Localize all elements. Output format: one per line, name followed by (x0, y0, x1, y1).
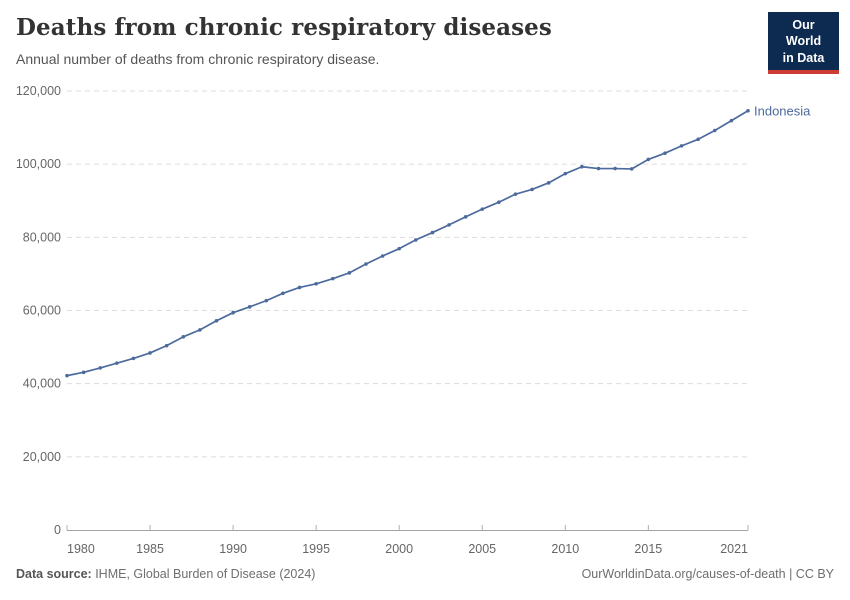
data-point[interactable] (663, 151, 667, 155)
data-point[interactable] (563, 171, 568, 176)
data-point[interactable] (281, 291, 285, 296)
data-point[interactable] (98, 366, 103, 370)
data-point[interactable] (746, 108, 750, 113)
y-tick-label: 100,000 (16, 157, 61, 171)
x-tick-label: 1980 (67, 542, 95, 556)
data-point[interactable] (679, 144, 684, 148)
data-point[interactable] (330, 276, 335, 281)
data-point[interactable] (414, 238, 418, 242)
data-point[interactable] (347, 271, 352, 275)
data-point[interactable] (314, 281, 318, 286)
data-point[interactable] (629, 167, 634, 171)
owid-logo[interactable]: Our World in Data (768, 12, 839, 74)
data-point[interactable] (447, 223, 451, 227)
data-point[interactable] (580, 164, 584, 169)
x-tick-label: 2021 (720, 542, 748, 556)
data-point[interactable] (115, 361, 119, 365)
y-tick-label: 60,000 (23, 304, 61, 318)
data-point[interactable] (380, 254, 385, 258)
x-tick-label: 1990 (219, 542, 247, 556)
series-end-label[interactable]: Indonesia (754, 103, 811, 118)
chart-title: Deaths from chronic respiratory diseases (16, 14, 552, 41)
data-point[interactable] (497, 200, 501, 205)
x-tick-label: 2005 (468, 542, 496, 556)
data-point[interactable] (131, 356, 136, 361)
data-point[interactable] (480, 207, 485, 211)
data-point[interactable] (198, 328, 202, 332)
data-point[interactable] (164, 343, 169, 348)
x-tick-label: 2010 (551, 542, 579, 556)
data-source-label: Data source: (16, 567, 92, 581)
chart-footer: Data source: IHME, Global Burden of Dise… (16, 567, 834, 581)
data-point[interactable] (546, 181, 551, 185)
data-point[interactable] (231, 310, 235, 315)
data-point[interactable] (214, 318, 219, 323)
data-source-note: Data source: IHME, Global Burden of Dise… (16, 567, 315, 581)
data-point[interactable] (596, 166, 601, 171)
data-point[interactable] (513, 192, 518, 196)
data-point[interactable] (430, 230, 435, 235)
owid-logo-line2: in Data (782, 50, 825, 65)
y-tick-label: 80,000 (23, 230, 61, 244)
y-tick-label: 0 (54, 523, 61, 537)
data-point[interactable] (364, 262, 368, 266)
credit-link[interactable]: OurWorldinData.org/causes-of-death | CC … (581, 567, 834, 581)
y-tick-label: 120,000 (16, 84, 61, 98)
indonesia-line[interactable] (66, 110, 749, 377)
data-point[interactable] (65, 373, 69, 378)
data-source-text: IHME, Global Burden of Disease (2024) (91, 567, 316, 581)
data-point[interactable] (729, 118, 734, 123)
data-point[interactable] (247, 305, 252, 309)
data-point[interactable] (81, 370, 86, 375)
data-point[interactable] (297, 285, 302, 290)
x-tick-label: 1985 (136, 542, 164, 556)
data-point[interactable] (712, 128, 717, 133)
data-point[interactable] (397, 246, 401, 251)
data-point[interactable] (530, 187, 534, 192)
data-point[interactable] (463, 215, 468, 219)
chart-subtitle: Annual number of deaths from chronic res… (16, 51, 380, 67)
data-point[interactable] (264, 298, 269, 303)
data-point[interactable] (181, 335, 186, 339)
owid-logo-line1: Our World (785, 18, 822, 49)
y-tick-label: 20,000 (23, 450, 61, 464)
data-point[interactable] (696, 137, 700, 142)
x-tick-label: 2000 (385, 542, 413, 556)
data-point[interactable] (613, 166, 617, 171)
x-tick-label: 2015 (634, 542, 662, 556)
data-point[interactable] (148, 351, 152, 355)
data-point[interactable] (646, 157, 651, 162)
y-tick-label: 40,000 (23, 377, 61, 391)
x-tick-label: 1995 (302, 542, 330, 556)
